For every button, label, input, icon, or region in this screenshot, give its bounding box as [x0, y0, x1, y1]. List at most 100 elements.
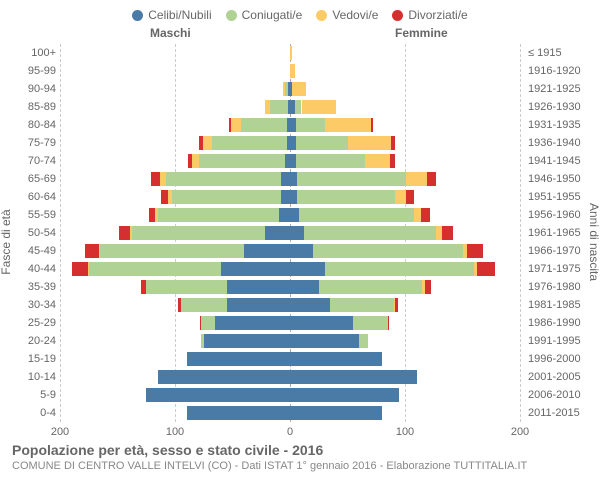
bar-segment-male: [212, 136, 287, 150]
bar-segment-female: [296, 118, 325, 132]
year-label: 1951-1955: [528, 188, 600, 206]
legend-label: Coniugati/e: [242, 8, 303, 22]
bar-segment-female: [290, 370, 417, 384]
year-label: 1981-1985: [528, 296, 600, 314]
x-axis-ticks: 2001000100200: [60, 424, 520, 440]
bar-segment-male: [119, 226, 131, 240]
x-tick-label: 100: [166, 426, 184, 438]
female-header: Femmine: [395, 26, 448, 40]
male-header: Maschi: [150, 26, 191, 40]
age-label: 45-49: [0, 242, 56, 260]
bar-segment-male: [281, 172, 290, 186]
x-tick-label: 200: [511, 426, 529, 438]
bar-segment-female: [348, 136, 392, 150]
bar-segment-female: [290, 226, 304, 240]
age-label: 65-69: [0, 170, 56, 188]
age-label: 10-14: [0, 368, 56, 386]
year-label: 1996-2000: [528, 350, 600, 368]
bar-segment-female: [290, 406, 382, 420]
year-label: 2006-2010: [528, 386, 600, 404]
bar-row: [60, 368, 520, 386]
bar-segment-male: [132, 226, 264, 240]
bar-segment-female: [290, 208, 299, 222]
bar-segment-male: [72, 262, 88, 276]
bar-segment-female: [359, 334, 368, 348]
legend-label: Vedovi/e: [332, 8, 378, 22]
legend-item: Vedovi/e: [316, 8, 378, 22]
bar-row: [60, 224, 520, 242]
bar-segment-female: [292, 82, 306, 96]
bar-segment-female: [325, 262, 475, 276]
year-label: 1916-1920: [528, 62, 600, 80]
bar-segment-male: [146, 280, 227, 294]
bar-segment-female: [290, 388, 399, 402]
bar-segment-female: [406, 190, 414, 204]
bar-row: [60, 170, 520, 188]
year-label: 1956-1960: [528, 206, 600, 224]
plot-area: 2001000100200: [60, 44, 520, 440]
bar-segment-female: [442, 226, 454, 240]
bar-segment-female: [365, 154, 390, 168]
legend-swatch: [226, 10, 237, 21]
bar-segment-female: [290, 262, 325, 276]
bar-row: [60, 134, 520, 152]
bar-segment-female: [353, 316, 388, 330]
bar-segment-male: [172, 190, 281, 204]
age-label: 75-79: [0, 134, 56, 152]
age-label: 35-39: [0, 278, 56, 296]
bar-segment-female: [467, 244, 483, 258]
bar-segment-male: [199, 136, 202, 150]
bar-segment-male: [88, 262, 89, 276]
bar-segment-male: [89, 262, 221, 276]
year-label: 1961-1965: [528, 224, 600, 242]
chart-title: Popolazione per età, sesso e stato civil…: [12, 442, 588, 458]
legend: Celibi/Nubili Coniugati/e Vedovi/e Divorzia…: [0, 0, 600, 22]
bar-segment-male: [99, 244, 100, 258]
bar-segment-male: [270, 100, 287, 114]
bar-segment-male: [283, 82, 285, 96]
bar-segment-male: [244, 244, 290, 258]
bar-segment-female: [302, 100, 337, 114]
year-label: ≤ 1915: [528, 44, 600, 62]
legend-item: Divorziati/e: [392, 8, 467, 22]
bar-segment-female: [296, 136, 348, 150]
bar-segment-male: [279, 208, 291, 222]
bar-segment-male: [161, 190, 168, 204]
year-label: 1936-1940: [528, 134, 600, 152]
age-label: 70-74: [0, 152, 56, 170]
gender-headers: Maschi Femmine: [0, 26, 600, 44]
age-label: 85-89: [0, 98, 56, 116]
bar-row: [60, 386, 520, 404]
chart-area: Fasce di età Anni di nascita 100+95-9990…: [0, 44, 600, 440]
legend-item: Celibi/Nubili: [132, 8, 211, 22]
bar-segment-male: [227, 298, 290, 312]
bar-segment-male: [229, 118, 231, 132]
bar-segment-male: [231, 118, 240, 132]
year-label: 2011-2015: [528, 404, 600, 422]
year-label: 1986-1990: [528, 314, 600, 332]
bar-row: [60, 206, 520, 224]
bar-segment-male: [178, 298, 180, 312]
bar-segment-female: [388, 316, 389, 330]
bar-segment-female: [425, 280, 432, 294]
bar-segment-female: [395, 190, 407, 204]
year-label: 1966-1970: [528, 242, 600, 260]
bar-segment-female: [304, 226, 436, 240]
bar-rows: [60, 44, 520, 422]
bar-row: [60, 314, 520, 332]
bar-row: [60, 80, 520, 98]
bar-segment-female: [290, 172, 297, 186]
year-label: 1976-1980: [528, 278, 600, 296]
bar-segment-male: [227, 280, 290, 294]
bar-segment-male: [130, 226, 132, 240]
x-tick-label: 200: [51, 426, 69, 438]
bar-segment-female: [330, 298, 393, 312]
bar-segment-female: [477, 262, 494, 276]
bar-segment-female: [290, 334, 359, 348]
bar-segment-male: [241, 118, 287, 132]
age-label: 100+: [0, 44, 56, 62]
bar-segment-female: [427, 172, 436, 186]
bar-segment-male: [151, 172, 160, 186]
age-labels: 100+95-9990-9485-8980-8475-7970-7465-696…: [0, 44, 56, 422]
bar-segment-male: [281, 190, 290, 204]
